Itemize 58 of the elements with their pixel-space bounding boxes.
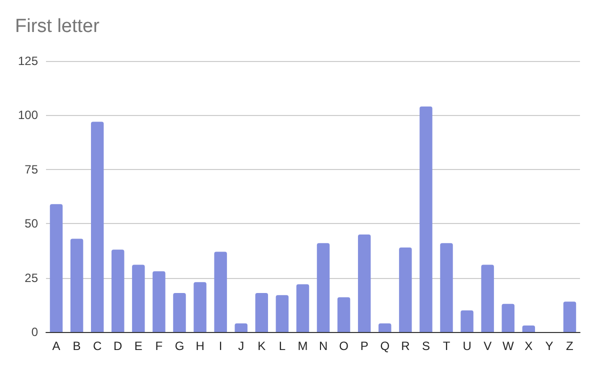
bar: [358, 234, 371, 332]
y-tick-label: 0: [31, 325, 38, 339]
bar: [70, 238, 84, 332]
x-tick-label: K: [258, 339, 266, 353]
x-tick-label: B: [72, 339, 81, 353]
y-tick-label: 125: [18, 54, 38, 68]
bar: [234, 323, 248, 332]
x-tick-label: Z: [566, 339, 574, 353]
x-tick-label: U: [462, 339, 472, 353]
bar: [481, 264, 494, 332]
bar: [132, 264, 145, 332]
x-tick-label: P: [360, 339, 368, 353]
bar: [420, 106, 432, 332]
x-tick-label: G: [174, 339, 184, 353]
bar: [460, 310, 474, 332]
bar: [522, 325, 536, 332]
y-tick-label: 100: [18, 108, 38, 122]
bar: [563, 302, 576, 332]
x-tick-label: O: [339, 339, 348, 353]
bar: [255, 292, 268, 332]
x-tick-label: F: [155, 339, 163, 353]
bar: [440, 243, 453, 332]
x-tick-label: X: [524, 339, 533, 353]
bar: [194, 282, 206, 332]
x-tick-label: Y: [545, 339, 554, 353]
bar: [152, 271, 166, 332]
x-tick-label: A: [52, 339, 60, 353]
x-tick-label: H: [196, 339, 204, 353]
bar: [316, 243, 330, 332]
x-tick-label: J: [238, 339, 244, 353]
x-tick-label: M: [298, 339, 308, 353]
bar: [337, 297, 350, 332]
x-tick-label: S: [422, 339, 430, 353]
x-tick-label: T: [442, 339, 451, 353]
x-tick-label: D: [114, 339, 123, 353]
x-tick-label: L: [278, 339, 286, 353]
x-tick-label: C: [93, 339, 102, 353]
y-tick-label: 75: [24, 162, 38, 176]
x-tick-label: V: [484, 339, 492, 353]
bar: [173, 292, 186, 332]
bar: [399, 247, 412, 332]
x-tick-label: R: [401, 339, 410, 353]
bar: [378, 323, 392, 332]
bar: [502, 304, 514, 332]
x-tick-label: Q: [380, 339, 390, 353]
x-tick-label: N: [318, 339, 328, 353]
x-tick-label: W: [502, 339, 514, 353]
bar: [276, 295, 289, 332]
x-tick-label: I: [218, 339, 222, 353]
bar: [50, 204, 63, 332]
x-tick-label: E: [134, 339, 142, 353]
bar: [90, 122, 104, 332]
bar: [112, 250, 124, 332]
y-tick-label: 25: [24, 270, 38, 285]
bar: [214, 252, 227, 332]
y-tick-label: 50: [24, 216, 38, 231]
chart-title: First letter: [15, 16, 100, 37]
bar: [296, 284, 310, 332]
